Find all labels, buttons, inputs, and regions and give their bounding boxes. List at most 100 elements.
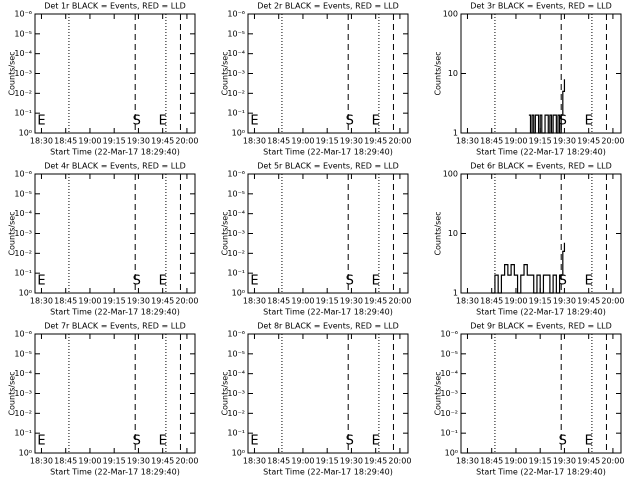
x-tick-label: 19:45: [577, 457, 600, 466]
panel-title: Det 2r BLACK = Events, RED = LLD: [257, 2, 399, 11]
x-axis-label: Start Time (22-Mar-17 18:29:40): [50, 148, 180, 157]
x-tick-label: 19:15: [103, 297, 126, 306]
panel-title: Det 3r BLACK = Events, RED = LLD: [470, 2, 612, 11]
y-tick-label: 10⁻⁵: [14, 349, 32, 358]
y-axis-label: Counts/sec: [221, 51, 230, 95]
x-axis-label: Start Time (22-Mar-17 18:29:40): [50, 468, 180, 477]
y-tick-label: 10⁻⁶: [227, 330, 245, 339]
event-label: S: [559, 114, 567, 129]
event-label: S: [133, 434, 141, 449]
panel: Det 6r BLACK = Events, RED = LLD Counts/s…: [434, 162, 625, 317]
plot-frame: [34, 333, 196, 454]
x-tick-label: 18:45: [54, 137, 77, 146]
x-tick-label: 19:30: [340, 457, 363, 466]
y-tick-label: 10⁻⁶: [14, 170, 32, 179]
y-tick-label: 10⁻¹: [14, 109, 32, 118]
y-tick-label: 10⁻⁴: [227, 209, 245, 218]
y-tick-label: 10⁻⁶: [227, 10, 245, 19]
y-axis-label: Counts/sec: [434, 211, 443, 255]
x-tick-label: 19:45: [151, 297, 174, 306]
y-tick-label: 10⁰: [445, 449, 458, 458]
y-tick-label: 10⁰: [232, 289, 245, 298]
x-tick-label: 19:15: [529, 297, 552, 306]
x-tick-label: 19:00: [291, 457, 314, 466]
panel: Det 8r BLACK = Events, RED = LLD Counts/s…: [221, 322, 412, 477]
event-label: E: [585, 274, 593, 289]
y-tick-label: 10⁻³: [227, 389, 245, 398]
y-tick-label: 10⁰: [232, 129, 245, 138]
event-label: E: [37, 274, 45, 289]
x-tick-label: 19:30: [553, 457, 576, 466]
x-axis-label: Start Time (22-Mar-17 18:29:40): [476, 468, 606, 477]
y-axis-label: Counts/sec: [8, 51, 17, 95]
event-label: S: [133, 274, 141, 289]
panel: Det 7r BLACK = Events, RED = LLD Counts/s…: [8, 322, 199, 477]
y-tick-label: 10⁻³: [14, 229, 32, 238]
plot-frame: [460, 13, 622, 134]
y-tick-label: 10⁻¹: [14, 269, 32, 278]
y-axis-label: Counts/sec: [221, 211, 230, 255]
x-tick-label: 19:15: [529, 457, 552, 466]
y-tick-label: 10⁻²: [227, 249, 245, 258]
panel: Det 1r BLACK = Events, RED = LLD Counts/s…: [8, 2, 199, 157]
x-tick-label: 19:45: [364, 137, 387, 146]
x-tick-label: 19:30: [127, 297, 150, 306]
event-label: E: [37, 114, 45, 129]
x-tick-label: 19:30: [553, 297, 576, 306]
x-tick-label: 18:45: [480, 457, 503, 466]
x-tick-label: 19:30: [127, 137, 150, 146]
event-label: E: [37, 434, 45, 449]
y-tick-label: 10⁻²: [14, 409, 32, 418]
event-label: E: [250, 114, 258, 129]
x-tick-label: 18:45: [480, 297, 503, 306]
x-tick-label: 18:30: [456, 297, 479, 306]
plot-frame: [34, 173, 196, 294]
x-tick-label: 19:15: [103, 457, 126, 466]
x-tick-label: 18:30: [456, 457, 479, 466]
x-tick-label: 18:30: [30, 137, 53, 146]
x-tick-label: 19:45: [151, 137, 174, 146]
event-label: E: [159, 434, 167, 449]
event-label: E: [250, 434, 258, 449]
panel: Det 2r BLACK = Events, RED = LLD Counts/s…: [221, 2, 412, 157]
y-tick-label: 10⁻³: [14, 389, 32, 398]
y-tick-label: 10⁻¹: [227, 109, 245, 118]
event-label: S: [346, 434, 354, 449]
x-tick-label: 19:00: [504, 297, 527, 306]
y-axis-label: Counts/sec: [434, 51, 443, 95]
x-tick-label: 19:30: [340, 137, 363, 146]
x-tick-label: 19:15: [529, 137, 552, 146]
x-tick-label: 18:30: [243, 457, 266, 466]
panel-title: Det 8r BLACK = Events, RED = LLD: [257, 322, 399, 331]
x-tick-label: 19:45: [151, 457, 174, 466]
x-tick-label: 20:00: [175, 137, 198, 146]
event-label: S: [346, 114, 354, 129]
panel: Det 4r BLACK = Events, RED = LLD Counts/s…: [8, 162, 199, 317]
x-tick-label: 18:45: [54, 457, 77, 466]
panel-title: Det 9r BLACK = Events, RED = LLD: [470, 322, 612, 331]
x-tick-label: 18:45: [267, 137, 290, 146]
y-tick-label: 1: [453, 289, 458, 298]
x-tick-label: 18:45: [267, 457, 290, 466]
y-axis-label: Counts/sec: [434, 371, 443, 415]
x-tick-label: 19:30: [553, 137, 576, 146]
x-tick-label: 19:30: [127, 457, 150, 466]
event-label: E: [250, 274, 258, 289]
event-label: E: [372, 434, 380, 449]
x-tick-label: 19:15: [316, 297, 339, 306]
panel-title: Det 1r BLACK = Events, RED = LLD: [44, 2, 186, 11]
y-tick-label: 10⁰: [232, 449, 245, 458]
x-tick-label: 19:45: [577, 297, 600, 306]
x-tick-label: 18:45: [480, 137, 503, 146]
x-tick-label: 20:00: [601, 297, 624, 306]
y-tick-label: 10⁻²: [227, 89, 245, 98]
panel-title: Det 5r BLACK = Events, RED = LLD: [257, 162, 399, 171]
y-tick-label: 10⁻⁴: [14, 369, 32, 378]
x-tick-label: 18:30: [243, 137, 266, 146]
y-tick-label: 100: [443, 10, 458, 19]
y-tick-label: 10⁻⁵: [227, 189, 245, 198]
y-tick-label: 10⁻⁶: [227, 170, 245, 179]
x-tick-label: 19:15: [103, 137, 126, 146]
panel: Det 5r BLACK = Events, RED = LLD Counts/s…: [221, 162, 412, 317]
